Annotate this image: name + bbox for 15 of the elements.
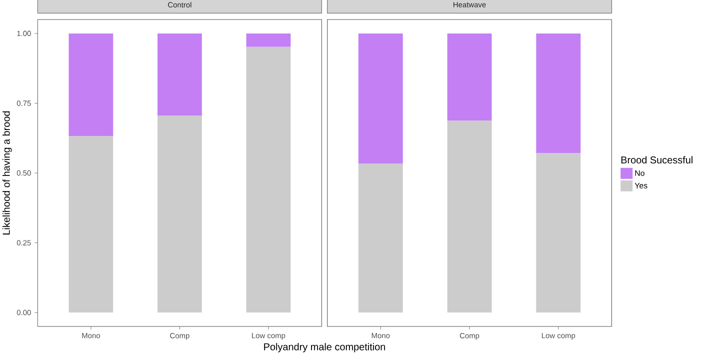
bar bbox=[358, 164, 403, 313]
x-axis-title: Polyandry male competition bbox=[264, 343, 386, 352]
y-axis-title: Likelihood of having a brood bbox=[2, 111, 12, 234]
legend-title: Brood Sucessful bbox=[621, 156, 692, 164]
bar bbox=[246, 46, 291, 313]
bar bbox=[447, 33, 492, 121]
bar bbox=[246, 33, 291, 47]
bar bbox=[158, 33, 202, 116]
bar bbox=[68, 33, 114, 136]
bar bbox=[536, 153, 581, 313]
bar bbox=[68, 136, 114, 313]
bar bbox=[158, 116, 202, 313]
bar bbox=[536, 33, 581, 154]
bar bbox=[447, 120, 492, 313]
bar bbox=[358, 33, 403, 164]
